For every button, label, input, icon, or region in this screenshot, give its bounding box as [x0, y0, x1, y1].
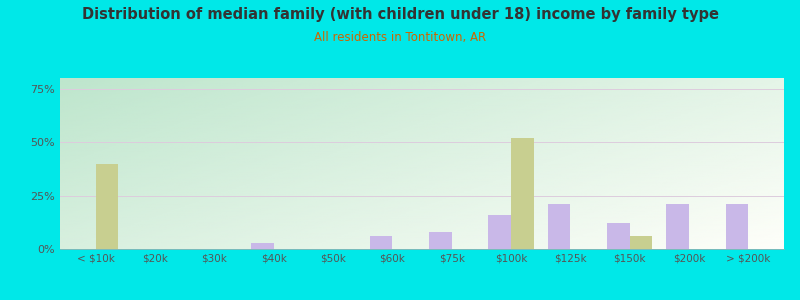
Bar [489, 215, 511, 249]
Bar [548, 204, 570, 249]
Bar [429, 232, 452, 249]
Bar [96, 164, 118, 249]
Bar [370, 236, 392, 249]
Text: Distribution of median family (with children under 18) income by family type: Distribution of median family (with chil… [82, 8, 718, 22]
Bar [630, 236, 652, 249]
Bar [726, 204, 748, 249]
Bar [607, 223, 630, 249]
Text: All residents in Tontitown, AR: All residents in Tontitown, AR [314, 32, 486, 44]
Bar [251, 243, 274, 249]
Bar [666, 204, 689, 249]
Bar [511, 138, 534, 249]
